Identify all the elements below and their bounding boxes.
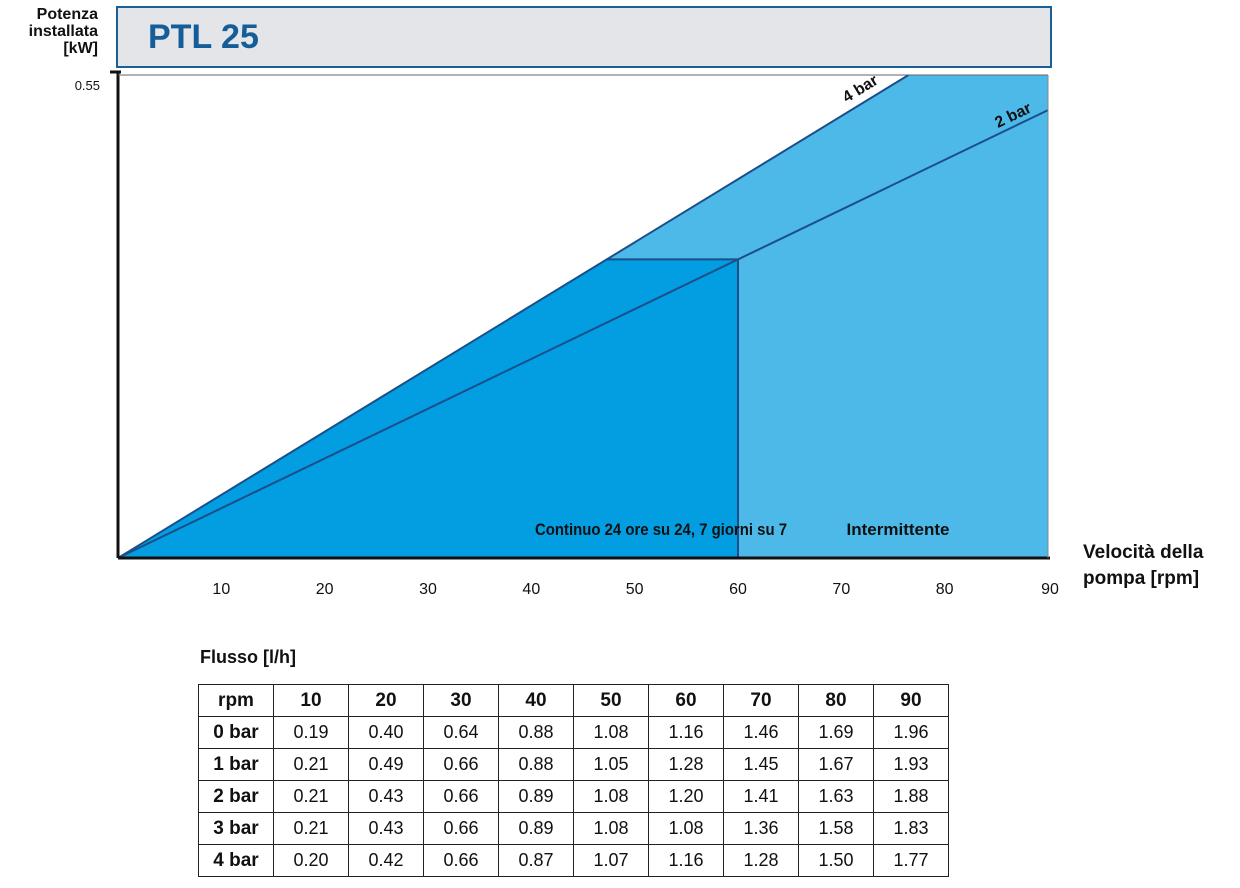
flow-table-cell: 0.19 [273,716,349,749]
y-axis-label-line-1: Potenza [36,6,98,23]
flow-table-col-header: 70 [723,684,799,717]
flow-table-cell: 0.89 [498,812,574,845]
flow-table-body: 0 bar 0.19 0.40 0.64 0.88 1.08 1.16 1.46 1.69 1.9… [198,716,949,877]
series-line-2-bar [117,109,1049,559]
flow-table-cell: 0.43 [348,780,424,813]
y-axis-label-line-2: installata [28,23,98,40]
flow-table-row-header: 1 bar [198,748,274,781]
flow-table-row-header: 3 bar [198,812,274,845]
flow-table-col-header: 10 [273,684,349,717]
flow-table-col-header: 50 [573,684,649,717]
x-tick-label: 80 [936,581,954,598]
flow-table-cell: 1.41 [723,780,799,813]
flow-table-header-row: rpm 10 20 30 40 50 60 70 80 90 [198,684,949,717]
flow-table-row-header: 2 bar [198,780,274,813]
flow-table: rpm 10 20 30 40 50 60 70 80 90 0 bar 0.19… [198,684,949,877]
y-tick-label: 0.55 [75,78,100,93]
flow-table-cell: 1.88 [873,780,949,813]
y-axis-label-line-3: [kW] [63,40,98,57]
flow-table-cell: 1.28 [723,844,799,877]
flow-table-cell: 0.21 [273,780,349,813]
table-row: 2 bar 0.21 0.43 0.66 0.89 1.08 1.20 1.41 1.63 1.8… [198,780,949,813]
flow-table-cell: 1.36 [723,812,799,845]
flow-table-row-header: 4 bar [198,844,274,877]
flow-table-cell: 0.89 [498,780,574,813]
table-row: 3 bar 0.21 0.43 0.66 0.89 1.08 1.08 1.36 1.58 1.8… [198,812,949,845]
flow-table-cell: 0.40 [348,716,424,749]
flow-table-cell: 1.63 [798,780,874,813]
flow-table-cell: 1.05 [573,748,649,781]
flow-table-cell: 1.93 [873,748,949,781]
flow-table-cell: 0.49 [348,748,424,781]
flow-table-cell: 0.64 [423,716,499,749]
flow-table-cell: 1.69 [798,716,874,749]
flow-table-col-header: 30 [423,684,499,717]
flow-table-cell: 0.43 [348,812,424,845]
flow-table-col-header: 40 [498,684,574,717]
flow-table-cell: 1.45 [723,748,799,781]
x-tick-label: 90 [1041,581,1059,598]
flow-table-cell: 1.08 [648,812,724,845]
flow-table-cell: 1.20 [648,780,724,813]
flow-table-cell: 1.08 [573,716,649,749]
flow-table-cell: 1.50 [798,844,874,877]
flow-table-cell: 1.77 [873,844,949,877]
chart-title: PTL 25 [148,18,259,56]
region-label-continuous: Continuo 24 ore su 24, 7 giorni su 7 [535,520,787,539]
flow-table-cell: 1.46 [723,716,799,749]
flow-table-corner: rpm [198,684,274,717]
series-line-4-bar [117,74,910,559]
flow-table-cell: 1.58 [798,812,874,845]
flow-table-cell: 0.66 [423,780,499,813]
x-axis-label-line-1: Velocità della [1083,542,1204,563]
flow-table-cell: 1.16 [648,716,724,749]
chart-title-box: PTL 25 [116,6,1052,68]
flow-table-cell: 0.42 [348,844,424,877]
x-tick-label: 70 [832,581,850,598]
x-tick-label: 30 [419,581,437,598]
x-axis-label-line-2: pompa [rpm] [1083,568,1200,589]
flow-table-cell: 1.96 [873,716,949,749]
flow-table-row-header: 0 bar [198,716,274,749]
flow-table-cell: 0.88 [498,716,574,749]
flow-table-cell: 1.16 [648,844,724,877]
flow-table-col-header: 90 [873,684,949,717]
x-tick-label: 60 [729,581,747,598]
flow-table-cell: 0.87 [498,844,574,877]
flow-table-title: Flusso [l/h] [200,647,296,667]
flow-table-cell: 0.20 [273,844,349,877]
flow-table-cell: 0.66 [423,844,499,877]
x-tick-label: 10 [212,581,230,598]
flow-table-cell: 0.21 [273,812,349,845]
flow-table-cell: 1.08 [573,780,649,813]
flow-table-cell: 1.83 [873,812,949,845]
region-label-intermittent: Intermittente [847,520,950,539]
x-tick-label: 40 [522,581,540,598]
flow-table-cell: 1.08 [573,812,649,845]
flow-table-cell: 0.66 [423,748,499,781]
x-axis-label: Velocità della pompa [rpm] [1083,540,1203,592]
flow-table-cell: 0.88 [498,748,574,781]
flow-table-col-header: 20 [348,684,424,717]
flow-table-cell: 0.21 [273,748,349,781]
x-tick-label: 20 [316,581,334,598]
table-row: 1 bar 0.21 0.49 0.66 0.88 1.05 1.28 1.45 1.67 1.9… [198,748,949,781]
flow-table-col-header: 80 [798,684,874,717]
y-axis-label: Potenza installata [kW] [0,6,98,57]
flow-table-col-header: 60 [648,684,724,717]
flow-table-cell: 1.67 [798,748,874,781]
flow-table-cell: 1.28 [648,748,724,781]
table-row: 0 bar 0.19 0.40 0.64 0.88 1.08 1.16 1.46 1.69 1.9… [198,716,949,749]
flow-table-cell: 1.07 [573,844,649,877]
flow-table-cell: 0.66 [423,812,499,845]
x-tick-label: 50 [626,581,644,598]
table-row: 4 bar 0.20 0.42 0.66 0.87 1.07 1.16 1.28 1.50 1.7… [198,844,949,877]
